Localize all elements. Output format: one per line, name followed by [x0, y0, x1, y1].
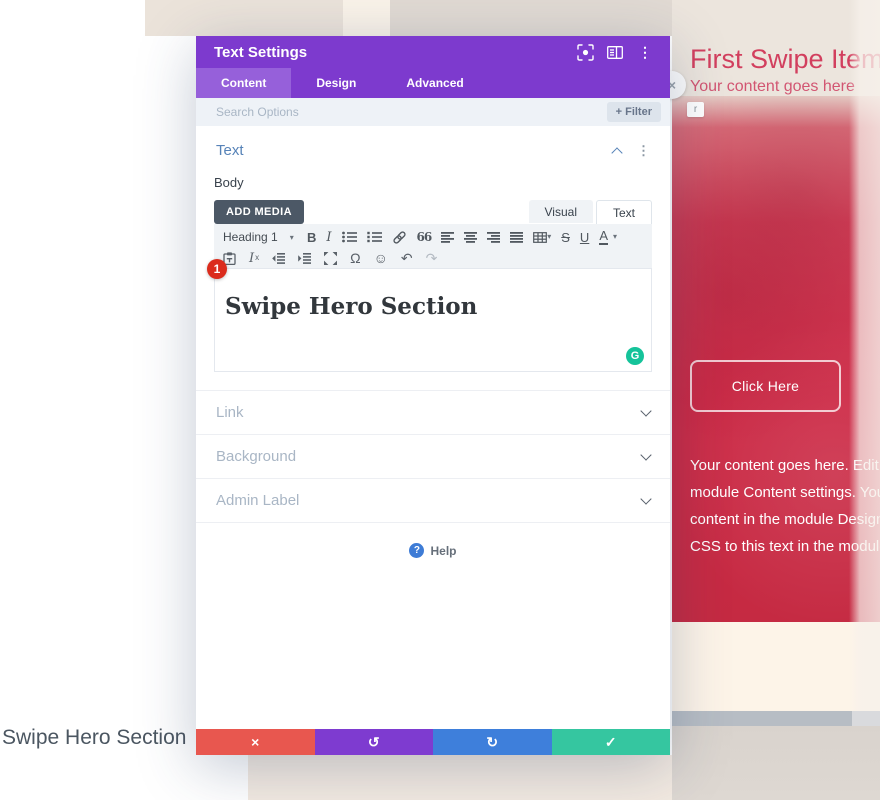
tab-advanced[interactable]: Advanced [406, 76, 464, 90]
page-bottom-strip-cream [248, 755, 672, 800]
modal-header: Text Settings ⋮ [196, 36, 670, 68]
link-icon[interactable] [392, 230, 407, 245]
editor-mode-tabs: Visual Text [528, 200, 652, 224]
hero-top-background [672, 0, 880, 96]
hero-paragraph-line: CSS to this text in the module Adva [690, 538, 880, 555]
text-settings-modal: Text Settings ⋮ Content Design Adva [196, 36, 670, 755]
section-admin-label[interactable]: Admin Label [196, 478, 670, 523]
editor-toolbar-row2: I x [214, 248, 652, 268]
tab-design[interactable]: Design [316, 76, 357, 90]
undo-button[interactable]: ↺ [314, 729, 433, 755]
align-right-icon[interactable] [487, 231, 501, 243]
body-field-label: Body [214, 175, 244, 190]
align-center-icon[interactable] [464, 231, 478, 243]
section-link-title: Link [216, 404, 244, 421]
editor-toolbar-row1: Heading 1 ▾ B I [214, 224, 652, 248]
hero-lower-background [672, 622, 880, 711]
editor-content-area[interactable]: 1 Swipe Hero Section G [207, 259, 652, 372]
blockquote-icon[interactable]: 66 [416, 230, 433, 244]
hero-paragraph-line: module Content settings. You can [690, 484, 880, 501]
section-background[interactable]: Background [196, 434, 670, 478]
search-options-input[interactable] [214, 104, 607, 120]
modal-footer: × ↺ ↻ ✓ [196, 729, 670, 755]
page-bottom-gray-background [672, 726, 880, 800]
chevron-down-icon [640, 449, 652, 461]
hero-red-background [672, 96, 880, 622]
focus-mode-icon[interactable] [570, 36, 600, 68]
hero-paragraph-line: Your content goes here. Edit or rem [690, 457, 880, 474]
section-kebab-icon[interactable]: ⋮ [637, 142, 650, 158]
tab-visual[interactable]: Visual [528, 200, 593, 223]
paste-as-text-icon[interactable] [223, 251, 236, 265]
text-color-icon[interactable]: A ▾ [599, 228, 617, 245]
clear-formatting-icon[interactable]: I x [249, 250, 260, 266]
text-module-preview: Swipe Hero Section [2, 726, 187, 749]
add-media-button[interactable]: ADD MEDIA [214, 200, 304, 224]
page-top-strip-gray [390, 0, 672, 36]
question-mark-icon: ? [409, 543, 425, 558]
align-left-icon[interactable] [441, 231, 455, 243]
modal-kebab-menu-icon[interactable]: ⋮ [638, 44, 652, 60]
justify-icon[interactable] [510, 231, 524, 243]
discard-button[interactable]: × [196, 729, 315, 755]
indent-icon[interactable] [298, 252, 312, 264]
help-label: Help [430, 543, 457, 558]
section-background-title: Background [216, 448, 297, 465]
close-icon: × [667, 77, 677, 93]
section-admin-label-title: Admin Label [216, 492, 300, 509]
text-section-title: Text [216, 142, 244, 159]
modal-layout-icon[interactable] [600, 36, 630, 68]
hero-click-here-button[interactable]: Click Here [690, 360, 841, 412]
wysiwyg-editor: Heading 1 ▾ B I [207, 224, 652, 372]
grammarly-icon[interactable]: G [626, 347, 644, 365]
redo-button[interactable]: ↻ [433, 729, 552, 755]
bold-icon[interactable]: B [307, 229, 317, 245]
outdent-icon[interactable] [272, 252, 286, 264]
tab-content[interactable]: Content [196, 68, 292, 98]
modal-tab-bar: Content Design Advanced [196, 68, 670, 98]
hero-title: First Swipe Item [690, 44, 880, 74]
editor-heading-text[interactable]: Swipe Hero Section [225, 293, 478, 320]
underline-icon[interactable]: U [579, 229, 590, 245]
table-icon[interactable]: ▾ [533, 231, 552, 243]
italic-icon[interactable]: I [326, 229, 332, 245]
chevron-up-icon[interactable] [611, 146, 623, 159]
media-row: ADD MEDIA Visual Text [214, 200, 652, 224]
chevron-down-icon [640, 405, 652, 417]
special-character-icon[interactable]: Ω [350, 250, 361, 266]
page-top-strip-light [343, 0, 390, 36]
hero-subtitle: Your content goes here [690, 78, 855, 95]
bullet-list-icon[interactable] [341, 231, 357, 243]
search-options-bar: + Filter [196, 98, 670, 126]
section-link[interactable]: Link [196, 390, 670, 434]
hero-paragraph-line: content in the module Design sett [690, 511, 880, 528]
page-top-strip-cream [145, 0, 343, 36]
hero-button-label: Click Here [731, 378, 800, 394]
chevron-down-icon: ▾ [547, 232, 552, 241]
collapsed-sections: Link Background Admin Label [196, 390, 670, 523]
emoji-icon[interactable]: ☺ [373, 250, 388, 266]
tooltip-fragment: r [687, 102, 704, 117]
numbered-list-icon[interactable] [366, 231, 382, 243]
help-button[interactable]: ? Help [196, 543, 670, 558]
tab-text[interactable]: Text [595, 200, 652, 224]
modal-body: Text ⋮ Body ADD MEDIA Visual Text Headin… [196, 126, 670, 729]
chevron-down-icon [640, 493, 652, 505]
annotation-badge: 1 [207, 259, 227, 279]
redo-icon[interactable]: ↷ [425, 250, 438, 266]
filter-button[interactable]: + Filter [606, 102, 661, 122]
hero-paragraph: Your content goes here. Edit or rem modu… [690, 452, 880, 560]
undo-icon[interactable]: ↶ [400, 250, 413, 266]
text-section-header[interactable]: Text ⋮ [196, 126, 670, 159]
heading-select[interactable]: Heading 1 ▾ [223, 230, 294, 244]
strikethrough-icon[interactable]: S [561, 229, 570, 245]
chevron-down-icon: ▾ [289, 232, 294, 242]
fullscreen-icon[interactable] [324, 251, 338, 265]
save-button[interactable]: ✓ [551, 729, 670, 755]
modal-title: Text Settings [214, 43, 308, 61]
horizontal-scrollbar-thumb[interactable] [672, 711, 852, 726]
chevron-down-icon: ▾ [612, 232, 617, 241]
